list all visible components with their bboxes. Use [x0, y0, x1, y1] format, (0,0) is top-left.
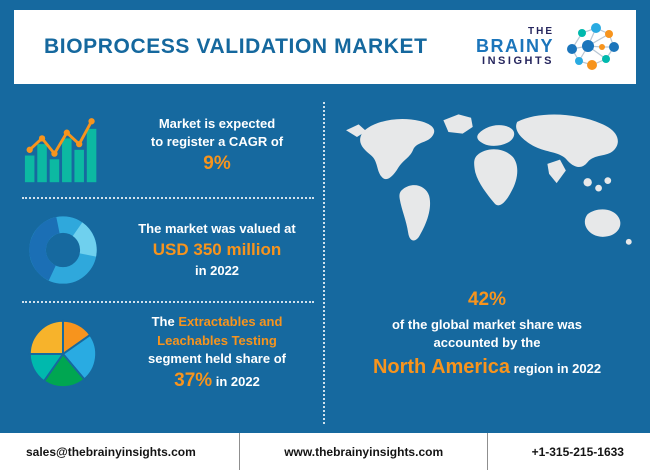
dotted-separator	[22, 197, 314, 199]
brand-logo: THE BRAINY INSIGHTS	[476, 19, 620, 75]
stat-segment-highlight1: Extractables and	[178, 314, 283, 330]
footer-divider	[239, 433, 241, 470]
region-column: 42% of the global market share was accou…	[336, 100, 638, 382]
region-share-suffix: region in 2022	[510, 361, 602, 377]
stat-cagr-line1: Market is expected	[158, 115, 276, 131]
footer-divider	[486, 433, 488, 470]
region-share-line2: accounted by the	[433, 335, 541, 351]
stat-valuation-icon-box	[20, 209, 106, 291]
logo-word-insights: INSIGHTS	[482, 54, 554, 67]
region-share-text: 42% of the global market share was accou…	[336, 286, 638, 382]
stats-column: Market is expected to register a CAGR of…	[20, 96, 316, 404]
footer: sales@thebrainyinsights.com www.thebrain…	[0, 433, 650, 470]
brain-icon	[567, 23, 619, 70]
page-title: BIOPROCESS VALIDATION MARKET	[44, 35, 428, 58]
bar-chart-icon	[24, 118, 97, 183]
stat-valuation: The market was valued at USD 350 million…	[20, 200, 316, 300]
logo-word-brainy: BRAINY	[475, 36, 554, 57]
region-share-line1: of the global market share was	[391, 316, 582, 332]
pie-chart-icon	[28, 319, 98, 389]
donut-chart-icon	[29, 216, 97, 284]
stat-segment-prefix: The	[151, 314, 179, 330]
region-name: North America	[372, 356, 511, 379]
stat-cagr-text: Market is expected to register a CAGR of…	[118, 115, 316, 178]
stat-segment-icon-box	[20, 313, 106, 395]
stat-segment-text: The Extractables and Leachables Testing …	[118, 313, 316, 394]
stat-valuation-line1: The market was valued at	[138, 220, 296, 236]
column-divider	[323, 102, 325, 424]
stat-segment: The Extractables and Leachables Testing …	[20, 304, 316, 404]
header: BIOPROCESS VALIDATION MARKET THE BRAINY …	[14, 10, 636, 84]
stat-valuation-text: The market was valued at USD 350 million…	[118, 220, 316, 280]
world-map	[346, 114, 632, 245]
stat-segment-suffix: in 2022	[212, 373, 260, 389]
stat-segment-value: 37%	[174, 369, 213, 391]
stat-cagr-icon-box	[20, 106, 106, 186]
footer-website: www.thebrainyinsights.com	[284, 444, 444, 459]
footer-phone: +1-315-215-1633	[531, 444, 624, 459]
stat-cagr-value: 9%	[203, 152, 231, 174]
world-map-box	[336, 100, 638, 278]
stat-segment-highlight2: Leachables Testing	[157, 332, 277, 348]
footer-email: sales@thebrainyinsights.com	[26, 444, 196, 459]
region-share-percent: 42%	[467, 289, 507, 310]
dotted-separator	[22, 301, 314, 303]
stat-cagr: Market is expected to register a CAGR of…	[20, 96, 316, 196]
stat-valuation-line2: in 2022	[194, 262, 240, 278]
stat-segment-line: segment held share of	[148, 350, 286, 366]
logo-word-the: THE	[528, 25, 554, 37]
stat-valuation-value: USD 350 million	[152, 240, 282, 260]
stat-cagr-line2: to register a CAGR of	[150, 133, 284, 149]
brand-logo-text: THE BRAINY INSIGHTS	[475, 25, 554, 68]
